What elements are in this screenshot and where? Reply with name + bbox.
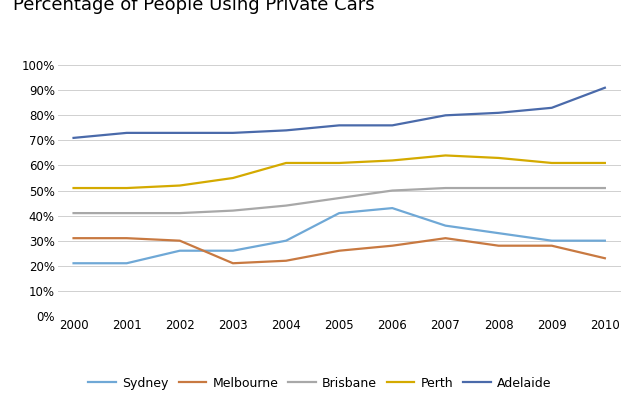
Melbourne <box>229 261 237 266</box>
Adelaide <box>335 123 343 128</box>
Sydney <box>123 261 131 266</box>
Brisbane <box>601 185 609 190</box>
Melbourne <box>548 243 556 248</box>
Perth <box>495 156 502 160</box>
Sydney <box>495 231 502 236</box>
Melbourne <box>176 238 184 243</box>
Brisbane <box>229 208 237 213</box>
Adelaide <box>388 123 396 128</box>
Brisbane <box>282 203 290 208</box>
Melbourne <box>495 243 502 248</box>
Sydney <box>601 238 609 243</box>
Sydney <box>548 238 556 243</box>
Brisbane <box>335 196 343 200</box>
Perth <box>442 153 449 158</box>
Sydney <box>70 261 77 266</box>
Brisbane <box>495 185 502 190</box>
Brisbane <box>442 185 449 190</box>
Sydney <box>442 223 449 228</box>
Line: Sydney: Sydney <box>74 208 605 263</box>
Perth <box>70 185 77 190</box>
Perth <box>548 160 556 165</box>
Line: Perth: Perth <box>74 156 605 188</box>
Melbourne <box>282 258 290 263</box>
Melbourne <box>601 256 609 261</box>
Brisbane <box>123 211 131 215</box>
Perth <box>388 158 396 163</box>
Brisbane <box>176 211 184 215</box>
Melbourne <box>442 236 449 241</box>
Perth <box>335 160 343 165</box>
Adelaide <box>176 130 184 135</box>
Perth <box>282 160 290 165</box>
Adelaide <box>495 111 502 115</box>
Text: Percentage of People Using Private Cars: Percentage of People Using Private Cars <box>13 0 374 14</box>
Melbourne <box>123 236 131 241</box>
Adelaide <box>123 130 131 135</box>
Perth <box>176 183 184 188</box>
Adelaide <box>282 128 290 133</box>
Melbourne <box>335 248 343 253</box>
Perth <box>229 176 237 181</box>
Perth <box>601 160 609 165</box>
Brisbane <box>70 211 77 215</box>
Brisbane <box>388 188 396 193</box>
Sydney <box>388 206 396 211</box>
Brisbane <box>548 185 556 190</box>
Melbourne <box>70 236 77 241</box>
Line: Brisbane: Brisbane <box>74 188 605 213</box>
Sydney <box>282 238 290 243</box>
Melbourne <box>388 243 396 248</box>
Line: Melbourne: Melbourne <box>74 238 605 263</box>
Adelaide <box>442 113 449 118</box>
Sydney <box>229 248 237 253</box>
Line: Adelaide: Adelaide <box>74 88 605 138</box>
Sydney <box>176 248 184 253</box>
Adelaide <box>601 85 609 90</box>
Legend: Sydney, Melbourne, Brisbane, Perth, Adelaide: Sydney, Melbourne, Brisbane, Perth, Adel… <box>83 372 557 395</box>
Sydney <box>335 211 343 215</box>
Adelaide <box>548 105 556 110</box>
Adelaide <box>229 130 237 135</box>
Perth <box>123 185 131 190</box>
Adelaide <box>70 135 77 140</box>
